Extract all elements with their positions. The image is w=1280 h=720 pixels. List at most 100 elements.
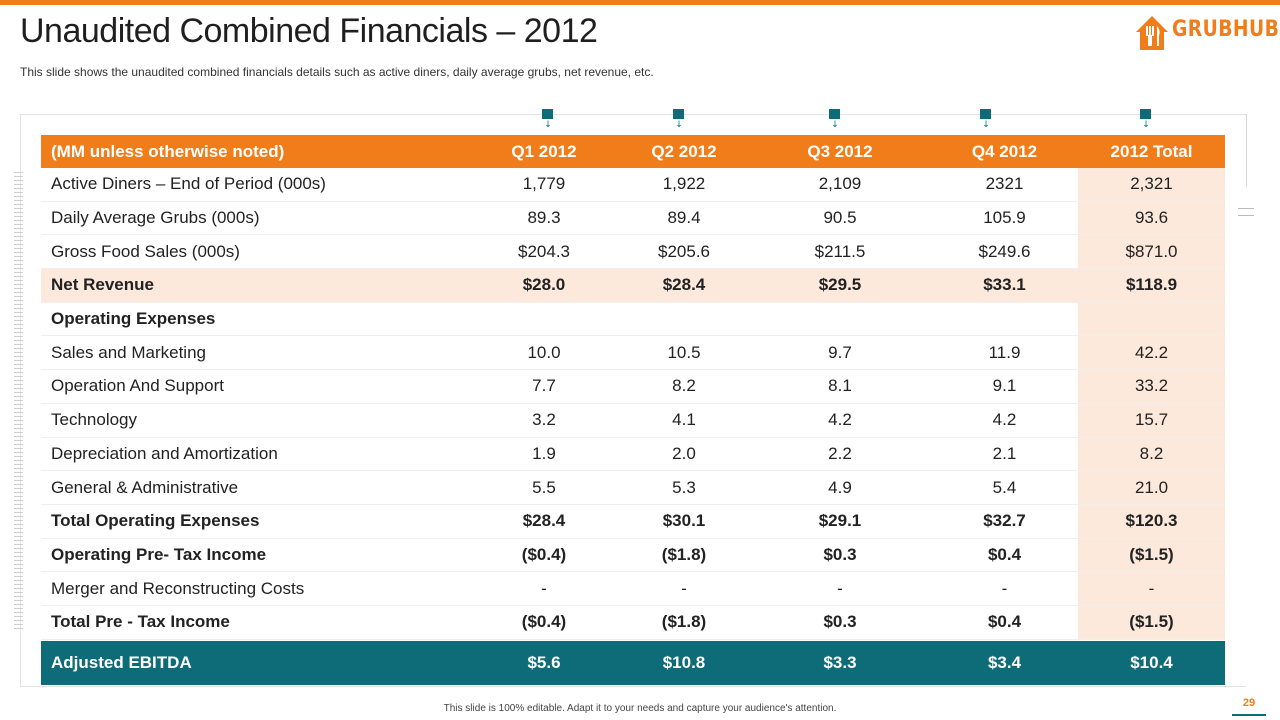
table-cell: $205.6 bbox=[619, 234, 749, 270]
table-row: Depreciation and Amortization 1.9 2.0 2.2 2.… bbox=[41, 437, 1225, 472]
table-cell: 4.1 bbox=[619, 403, 749, 438]
table-cell: 4.2 bbox=[931, 403, 1078, 438]
left-decoration bbox=[14, 172, 23, 632]
table-cell: $28.0 bbox=[469, 268, 619, 303]
table-cell: ($1.8) bbox=[619, 605, 749, 640]
column-marker-icon: ↓ bbox=[829, 109, 841, 130]
table-cell: $33.1 bbox=[931, 268, 1078, 303]
table-cell: ($0.4) bbox=[469, 538, 619, 573]
table-row: General & Administrative 5.5 5.3 4.9 5.4 21.0 bbox=[41, 470, 1225, 505]
table-cell: 10.5 bbox=[619, 335, 749, 371]
table-cell: - bbox=[749, 571, 931, 606]
row-label: Net Revenue bbox=[41, 268, 469, 303]
column-header: Q3 2012 bbox=[749, 135, 931, 168]
table-cell bbox=[931, 302, 1078, 337]
table-cell: 2,109 bbox=[749, 168, 931, 202]
table-cell: 8.2 bbox=[619, 369, 749, 404]
table-row: Net Revenue $28.0 $28.4 $29.5 $33.1 $118.9 bbox=[41, 268, 1225, 303]
table-row: Active Diners – End of Period (000s) 1,77… bbox=[41, 168, 1225, 202]
row-label: Technology bbox=[41, 403, 469, 438]
table-cell: $0.4 bbox=[931, 605, 1078, 640]
table-cell: 93.6 bbox=[1078, 201, 1225, 236]
table-cell: - bbox=[1078, 571, 1225, 606]
table-cell bbox=[749, 302, 931, 337]
row-label: Active Diners – End of Period (000s) bbox=[41, 168, 469, 202]
row-label: Depreciation and Amortization bbox=[41, 437, 469, 472]
table-cell bbox=[619, 302, 749, 337]
slide-title: Unaudited Combined Financials – 2012 bbox=[20, 12, 598, 50]
table-cell: 10.0 bbox=[469, 335, 619, 371]
table-cell: $211.5 bbox=[749, 234, 931, 270]
table-cell: $28.4 bbox=[469, 504, 619, 539]
row-label: Total Operating Expenses bbox=[41, 504, 469, 539]
row-label: Merger and Reconstructing Costs bbox=[41, 571, 469, 606]
table-cell: $32.7 bbox=[931, 504, 1078, 539]
table-cell: 3.2 bbox=[469, 403, 619, 438]
table-header-row: (MM unless otherwise noted) Q1 2012 Q2 2… bbox=[41, 135, 1225, 168]
table-cell: 9.1 bbox=[931, 369, 1078, 404]
table-cell bbox=[469, 302, 619, 337]
column-marker-icon: ↓ bbox=[1140, 109, 1152, 130]
table-row: Operating Pre- Tax Income ($0.4) ($1.8) $0.… bbox=[41, 538, 1225, 573]
table-cell: 11.9 bbox=[931, 335, 1078, 371]
table-cell: ($1.8) bbox=[619, 538, 749, 573]
table-cell: ($1.5) bbox=[1078, 605, 1225, 640]
table-cell: $28.4 bbox=[619, 268, 749, 303]
table-cell: 1,779 bbox=[469, 168, 619, 202]
table-row: Daily Average Grubs (000s) 89.3 89.4 90.5 10… bbox=[41, 201, 1225, 236]
table-cell: $10.4 bbox=[1078, 640, 1225, 685]
table-row: Adjusted EBITDA $5.6 $10.8 $3.3 $3.4 $10.4 bbox=[41, 640, 1225, 685]
table-cell: $249.6 bbox=[931, 234, 1078, 270]
table-cell: $0.3 bbox=[749, 605, 931, 640]
table-cell: 7.7 bbox=[469, 369, 619, 404]
row-label: General & Administrative bbox=[41, 470, 469, 505]
footer-note: This slide is 100% editable. Adapt it to… bbox=[443, 703, 837, 714]
table-cell: - bbox=[931, 571, 1078, 606]
row-label: Operating Pre- Tax Income bbox=[41, 538, 469, 573]
row-label: Adjusted EBITDA bbox=[41, 640, 469, 685]
table-row: Sales and Marketing 10.0 10.5 9.7 11.9 42.2 bbox=[41, 335, 1225, 371]
table-cell bbox=[1078, 302, 1225, 337]
table-cell: 15.7 bbox=[1078, 403, 1225, 438]
table-row: Operation And Support 7.7 8.2 8.1 9.1 33.2 bbox=[41, 369, 1225, 404]
table-cell: 90.5 bbox=[749, 201, 931, 236]
column-marker-icon: ↓ bbox=[542, 109, 554, 130]
table-cell: ($0.4) bbox=[469, 605, 619, 640]
frame-corner bbox=[1226, 114, 1247, 187]
grubhub-logo-icon bbox=[1136, 16, 1168, 50]
table-cell: - bbox=[469, 571, 619, 606]
column-marker-icon: ↓ bbox=[980, 109, 992, 130]
table-row: Total Operating Expenses $28.4 $30.1 $29.1 $… bbox=[41, 504, 1225, 539]
page-number-underline bbox=[1232, 714, 1266, 716]
table-cell: $29.5 bbox=[749, 268, 931, 303]
table-cell: 21.0 bbox=[1078, 470, 1225, 505]
column-header: Q2 2012 bbox=[619, 135, 749, 168]
table-row: Operating Expenses bbox=[41, 302, 1225, 337]
table-cell: $120.3 bbox=[1078, 504, 1225, 539]
row-label: Operation And Support bbox=[41, 369, 469, 404]
financials-table: (MM unless otherwise noted) Q1 2012 Q2 2… bbox=[41, 135, 1225, 685]
table-cell: 5.4 bbox=[931, 470, 1078, 505]
table-cell: 89.3 bbox=[469, 201, 619, 236]
slide-subtitle: This slide shows the unaudited combined … bbox=[20, 65, 654, 79]
table-cell: 2.1 bbox=[931, 437, 1078, 472]
table-cell: 9.7 bbox=[749, 335, 931, 371]
table-cell: 1.9 bbox=[469, 437, 619, 472]
table-row: Total Pre - Tax Income ($0.4) ($1.8) $0.3 $0… bbox=[41, 605, 1225, 640]
table-cell: $3.4 bbox=[931, 640, 1078, 685]
right-decoration bbox=[1238, 208, 1254, 216]
column-header: 2012 Total bbox=[1078, 135, 1225, 168]
table-cell: 2.2 bbox=[749, 437, 931, 472]
table-cell: 89.4 bbox=[619, 201, 749, 236]
table-cell: 2.0 bbox=[619, 437, 749, 472]
row-label: Daily Average Grubs (000s) bbox=[41, 201, 469, 236]
table-cell: 8.1 bbox=[749, 369, 931, 404]
table-cell: 4.2 bbox=[749, 403, 931, 438]
column-header: (MM unless otherwise noted) bbox=[41, 135, 469, 168]
table-cell: 42.2 bbox=[1078, 335, 1225, 371]
table-cell: $0.4 bbox=[931, 538, 1078, 573]
table-cell: $10.8 bbox=[619, 640, 749, 685]
table-cell: - bbox=[619, 571, 749, 606]
table-cell: $0.3 bbox=[749, 538, 931, 573]
table-cell: 5.3 bbox=[619, 470, 749, 505]
